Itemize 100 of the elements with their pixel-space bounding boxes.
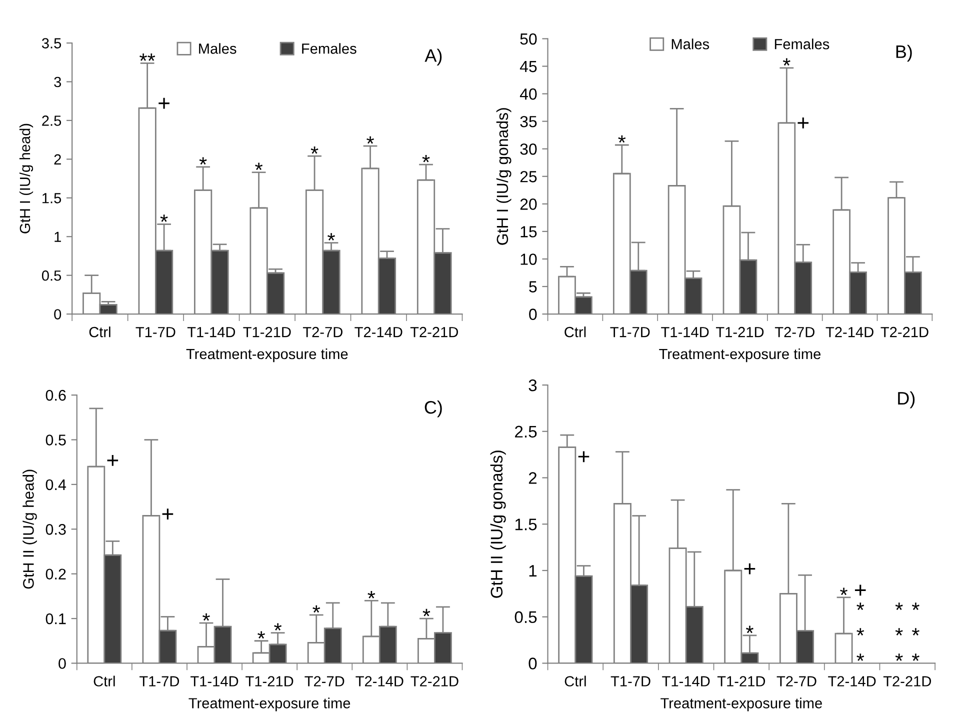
x-axis-title: Treatment-exposure time xyxy=(659,348,821,362)
y-tick-label: 1.5 xyxy=(42,193,62,204)
y-tick-label: 15 xyxy=(520,226,537,238)
annotation: + xyxy=(798,118,809,128)
chart-title: A) xyxy=(424,48,442,66)
x-tick-label: T2-14D xyxy=(354,326,402,338)
annotation: + xyxy=(158,98,170,109)
x-tick-label: Ctrl xyxy=(94,676,115,686)
annotation: + xyxy=(107,455,118,466)
y-axis-title: GtH II (IU/g head) xyxy=(22,470,37,589)
y-tick-label: 0.5 xyxy=(514,611,537,624)
x-tick-label: T2-7D xyxy=(776,676,816,686)
text: * xyxy=(895,602,903,610)
data-label: * xyxy=(782,58,790,66)
text: * xyxy=(895,628,903,636)
x-tick-label: T1-14D xyxy=(190,676,238,686)
y-tick-label: 0 xyxy=(58,658,66,669)
data-label: * xyxy=(274,623,282,631)
y-tick-label: 30 xyxy=(520,143,537,155)
y-tick-label: 2 xyxy=(54,154,61,164)
x-tick-label: T2-14D xyxy=(826,326,874,338)
y-tick-label: 2 xyxy=(528,472,537,484)
data-label: * xyxy=(255,162,263,170)
y-tick-label: 0.5 xyxy=(42,270,62,281)
data-label: * xyxy=(856,628,864,636)
x-tick-label: T1-21D xyxy=(716,326,764,338)
chart-title: D) xyxy=(898,391,915,408)
x-tick-label: T2-14D xyxy=(828,676,876,686)
y-tick-label: 25 xyxy=(520,171,537,182)
annotation: + xyxy=(578,451,590,462)
y-tick-label: 0.5 xyxy=(46,434,66,446)
x-tick-label: T1-7D xyxy=(136,327,176,338)
x-axis-title: Treatment-exposure time xyxy=(660,698,822,712)
data-label: * xyxy=(422,154,430,162)
text: * xyxy=(912,602,920,610)
x-tick-label: T2-14D xyxy=(356,676,404,686)
text: * xyxy=(912,628,920,636)
data-label: * xyxy=(618,135,626,143)
x-axis-title: Treatment-exposure time xyxy=(188,698,350,712)
chart-title: C) xyxy=(424,400,442,418)
x-tick-label: T2-7D xyxy=(304,676,344,686)
legend-label: Females xyxy=(774,38,830,50)
x-tick-label: T1-7D xyxy=(610,676,650,686)
y-tick-label: 20 xyxy=(520,198,537,210)
x-tick-label: T2-7D xyxy=(302,326,342,338)
x-tick-label: T1-14D xyxy=(662,676,710,686)
data-label: * xyxy=(199,157,207,165)
y-tick-label: 0 xyxy=(54,309,62,320)
x-axis-title: Treatment-exposure time xyxy=(186,348,348,362)
x-tick-label: T1-21D xyxy=(243,326,291,338)
y-tick-label: 2.5 xyxy=(42,116,62,126)
x-tick-label: T1-14D xyxy=(661,327,709,338)
data-label: * xyxy=(422,608,430,616)
data-label: * xyxy=(368,591,376,598)
y-tick-label: 2.5 xyxy=(515,426,537,438)
y-tick-label: 3.5 xyxy=(42,38,62,48)
x-tick-label: T2-21D xyxy=(410,676,458,686)
data-label: * xyxy=(328,233,335,240)
x-tick-label: T2-7D xyxy=(774,326,814,338)
x-tick-label: T1-7D xyxy=(140,676,180,686)
x-tick-label: T2-21D xyxy=(880,326,928,338)
annotation: + xyxy=(854,584,866,596)
y-tick-label: 0.1 xyxy=(46,613,66,624)
y-tick-label: 0.3 xyxy=(46,524,66,535)
y-tick-label: 0.4 xyxy=(46,479,66,490)
data-label: * xyxy=(160,214,168,222)
data-label: * xyxy=(202,613,210,621)
y-tick-label: 35 xyxy=(520,116,537,128)
x-tick-label: T2-21D xyxy=(883,676,932,686)
text: * xyxy=(912,654,920,661)
y-tick-label: 0 xyxy=(528,658,537,670)
annotation: + xyxy=(744,563,756,574)
x-tick-label: T1-14D xyxy=(187,327,236,338)
y-axis-title: GtH I (IU/g gonads) xyxy=(496,108,512,245)
y-tick-label: 1.5 xyxy=(515,518,537,530)
y-tick-label: 0 xyxy=(529,308,537,320)
y-tick-label: 45 xyxy=(520,61,537,72)
data-label: * xyxy=(310,146,318,154)
y-tick-label: 5 xyxy=(529,281,537,292)
y-tick-label: 50 xyxy=(520,33,537,45)
data-label: * xyxy=(258,631,266,639)
data-label: * xyxy=(312,605,320,613)
x-tick-label: T1-7D xyxy=(610,327,650,338)
y-tick-label: 3 xyxy=(54,76,62,88)
y-tick-label: 40 xyxy=(520,88,537,100)
text: * xyxy=(895,654,903,661)
y-tick-label: 10 xyxy=(520,254,537,265)
data-label: ** xyxy=(140,54,156,61)
annotation: + xyxy=(162,508,174,520)
y-tick-label: 3 xyxy=(528,379,537,392)
legend-label: Males xyxy=(199,43,236,54)
legend-label: Males xyxy=(672,38,710,50)
x-tick-label: Ctrl xyxy=(89,326,110,338)
text: * xyxy=(856,654,864,661)
y-axis-title: GtH I (IU/g head) xyxy=(19,124,34,234)
legend-label: Females xyxy=(302,43,356,54)
x-tick-label: Ctrl xyxy=(564,676,586,686)
x-tick-label: T1-21D xyxy=(717,676,766,686)
x-tick-label: Ctrl xyxy=(564,326,586,338)
chart-title: B) xyxy=(896,44,912,62)
